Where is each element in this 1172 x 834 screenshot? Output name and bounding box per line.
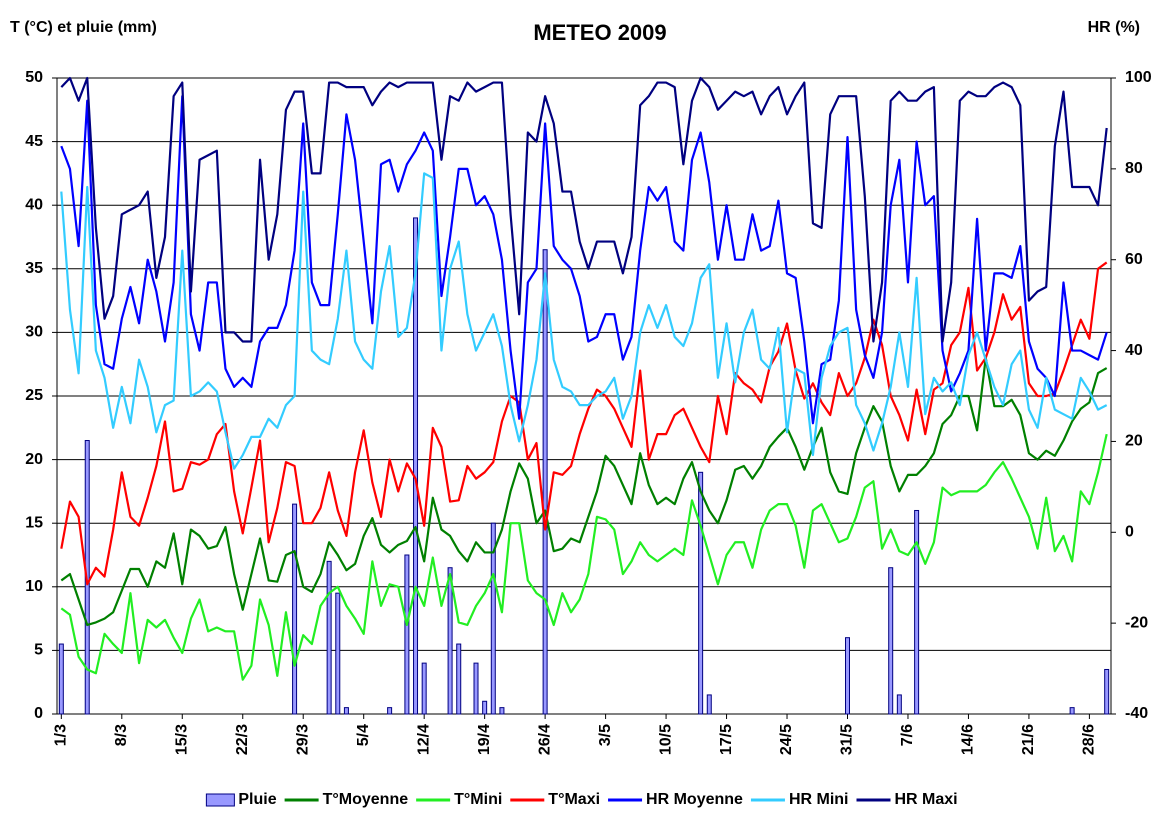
y2-tick-label: 40 [1125, 342, 1143, 359]
x-tick-label: 21/6 [1020, 724, 1037, 755]
y-tick-label: 50 [25, 69, 43, 86]
x-tick-label: 1/3 [53, 724, 70, 746]
bar [292, 503, 298, 715]
bar [698, 471, 704, 715]
y-tick-label: 5 [34, 642, 43, 659]
bar [343, 707, 349, 715]
x-tick-label: 24/5 [778, 724, 795, 755]
legend: Pluie T°Moyenne T°Mini T°Maxi HR Moyenne HR M… [205, 791, 958, 808]
x-tick-label: 15/3 [173, 724, 190, 755]
bar [482, 700, 488, 715]
bar [542, 249, 548, 715]
y-tick-label: 35 [25, 260, 43, 277]
x-tick-label: 31/5 [839, 724, 856, 755]
bar [914, 509, 920, 715]
x-tick-label: 22/3 [234, 724, 251, 755]
y2-tick-label: 0 [1125, 524, 1134, 541]
x-tick-label: 10/5 [657, 724, 674, 755]
x-tick-label: 12/4 [415, 724, 432, 755]
y2-tick-label: -20 [1125, 614, 1148, 631]
x-tick-label: 3/5 [597, 724, 614, 746]
bar [1104, 668, 1110, 715]
y2-tick-label: 60 [1125, 251, 1143, 268]
line-series [60, 261, 1108, 586]
y-tick-label: 10 [25, 578, 43, 595]
legend-swatch [205, 793, 235, 807]
y2-tick-label: -40 [1125, 705, 1148, 722]
x-tick-label: 17/5 [718, 724, 735, 755]
bar [456, 643, 462, 715]
line-series [60, 433, 1108, 681]
line-series [60, 76, 1108, 343]
x-tick-label: 19/4 [476, 724, 493, 755]
x-tick-label: 26/4 [536, 724, 553, 755]
bar [421, 662, 427, 715]
y-tick-label: 20 [25, 451, 43, 468]
bar [473, 662, 479, 715]
bar [706, 694, 712, 715]
x-tick-label: 14/6 [960, 724, 977, 755]
x-tick-label: 5/4 [355, 724, 372, 746]
x-tick-label: 7/6 [899, 724, 916, 746]
bar [888, 567, 894, 715]
y-tick-label: 40 [25, 196, 43, 213]
y2-axis-title: HR (%) [1088, 19, 1140, 36]
legend-label: HR Moyenne [646, 791, 743, 808]
bar [490, 522, 496, 715]
legend-label: HR Maxi [895, 791, 958, 808]
bar [404, 554, 410, 715]
y-tick-label: 15 [25, 514, 43, 531]
bar [845, 637, 850, 715]
y2-tick-label: 80 [1125, 160, 1143, 177]
bar [896, 694, 902, 715]
y-axis-title: T (°C) et pluie (mm) [10, 19, 157, 36]
legend-label: T°Mini [454, 791, 502, 808]
bar [499, 707, 505, 715]
x-tick-label: 29/3 [294, 724, 311, 755]
bar [387, 707, 393, 715]
bar [335, 592, 341, 715]
legend-label: HR Mini [789, 791, 849, 808]
line-series [60, 95, 1108, 425]
legend-label: T°Moyenne [323, 791, 409, 808]
y2-tick-label: 20 [1125, 433, 1143, 450]
bar [1069, 707, 1075, 715]
line-series [60, 172, 1108, 470]
legend-label: T°Maxi [548, 791, 600, 808]
y-tick-label: 25 [25, 387, 43, 404]
bar [413, 217, 419, 715]
bar [447, 567, 453, 715]
line-series [60, 356, 1108, 627]
y-tick-label: 30 [25, 324, 43, 341]
bar [58, 643, 64, 715]
x-tick-label: 28/6 [1081, 724, 1098, 755]
y-tick-label: 45 [25, 133, 43, 150]
x-tick-label: 8/3 [113, 724, 130, 746]
legend-label: Pluie [238, 791, 276, 808]
bar [326, 560, 332, 715]
y2-tick-label: 100 [1125, 69, 1152, 86]
chart-title: METEO 2009 [533, 20, 666, 45]
y-tick-label: 0 [34, 705, 43, 722]
